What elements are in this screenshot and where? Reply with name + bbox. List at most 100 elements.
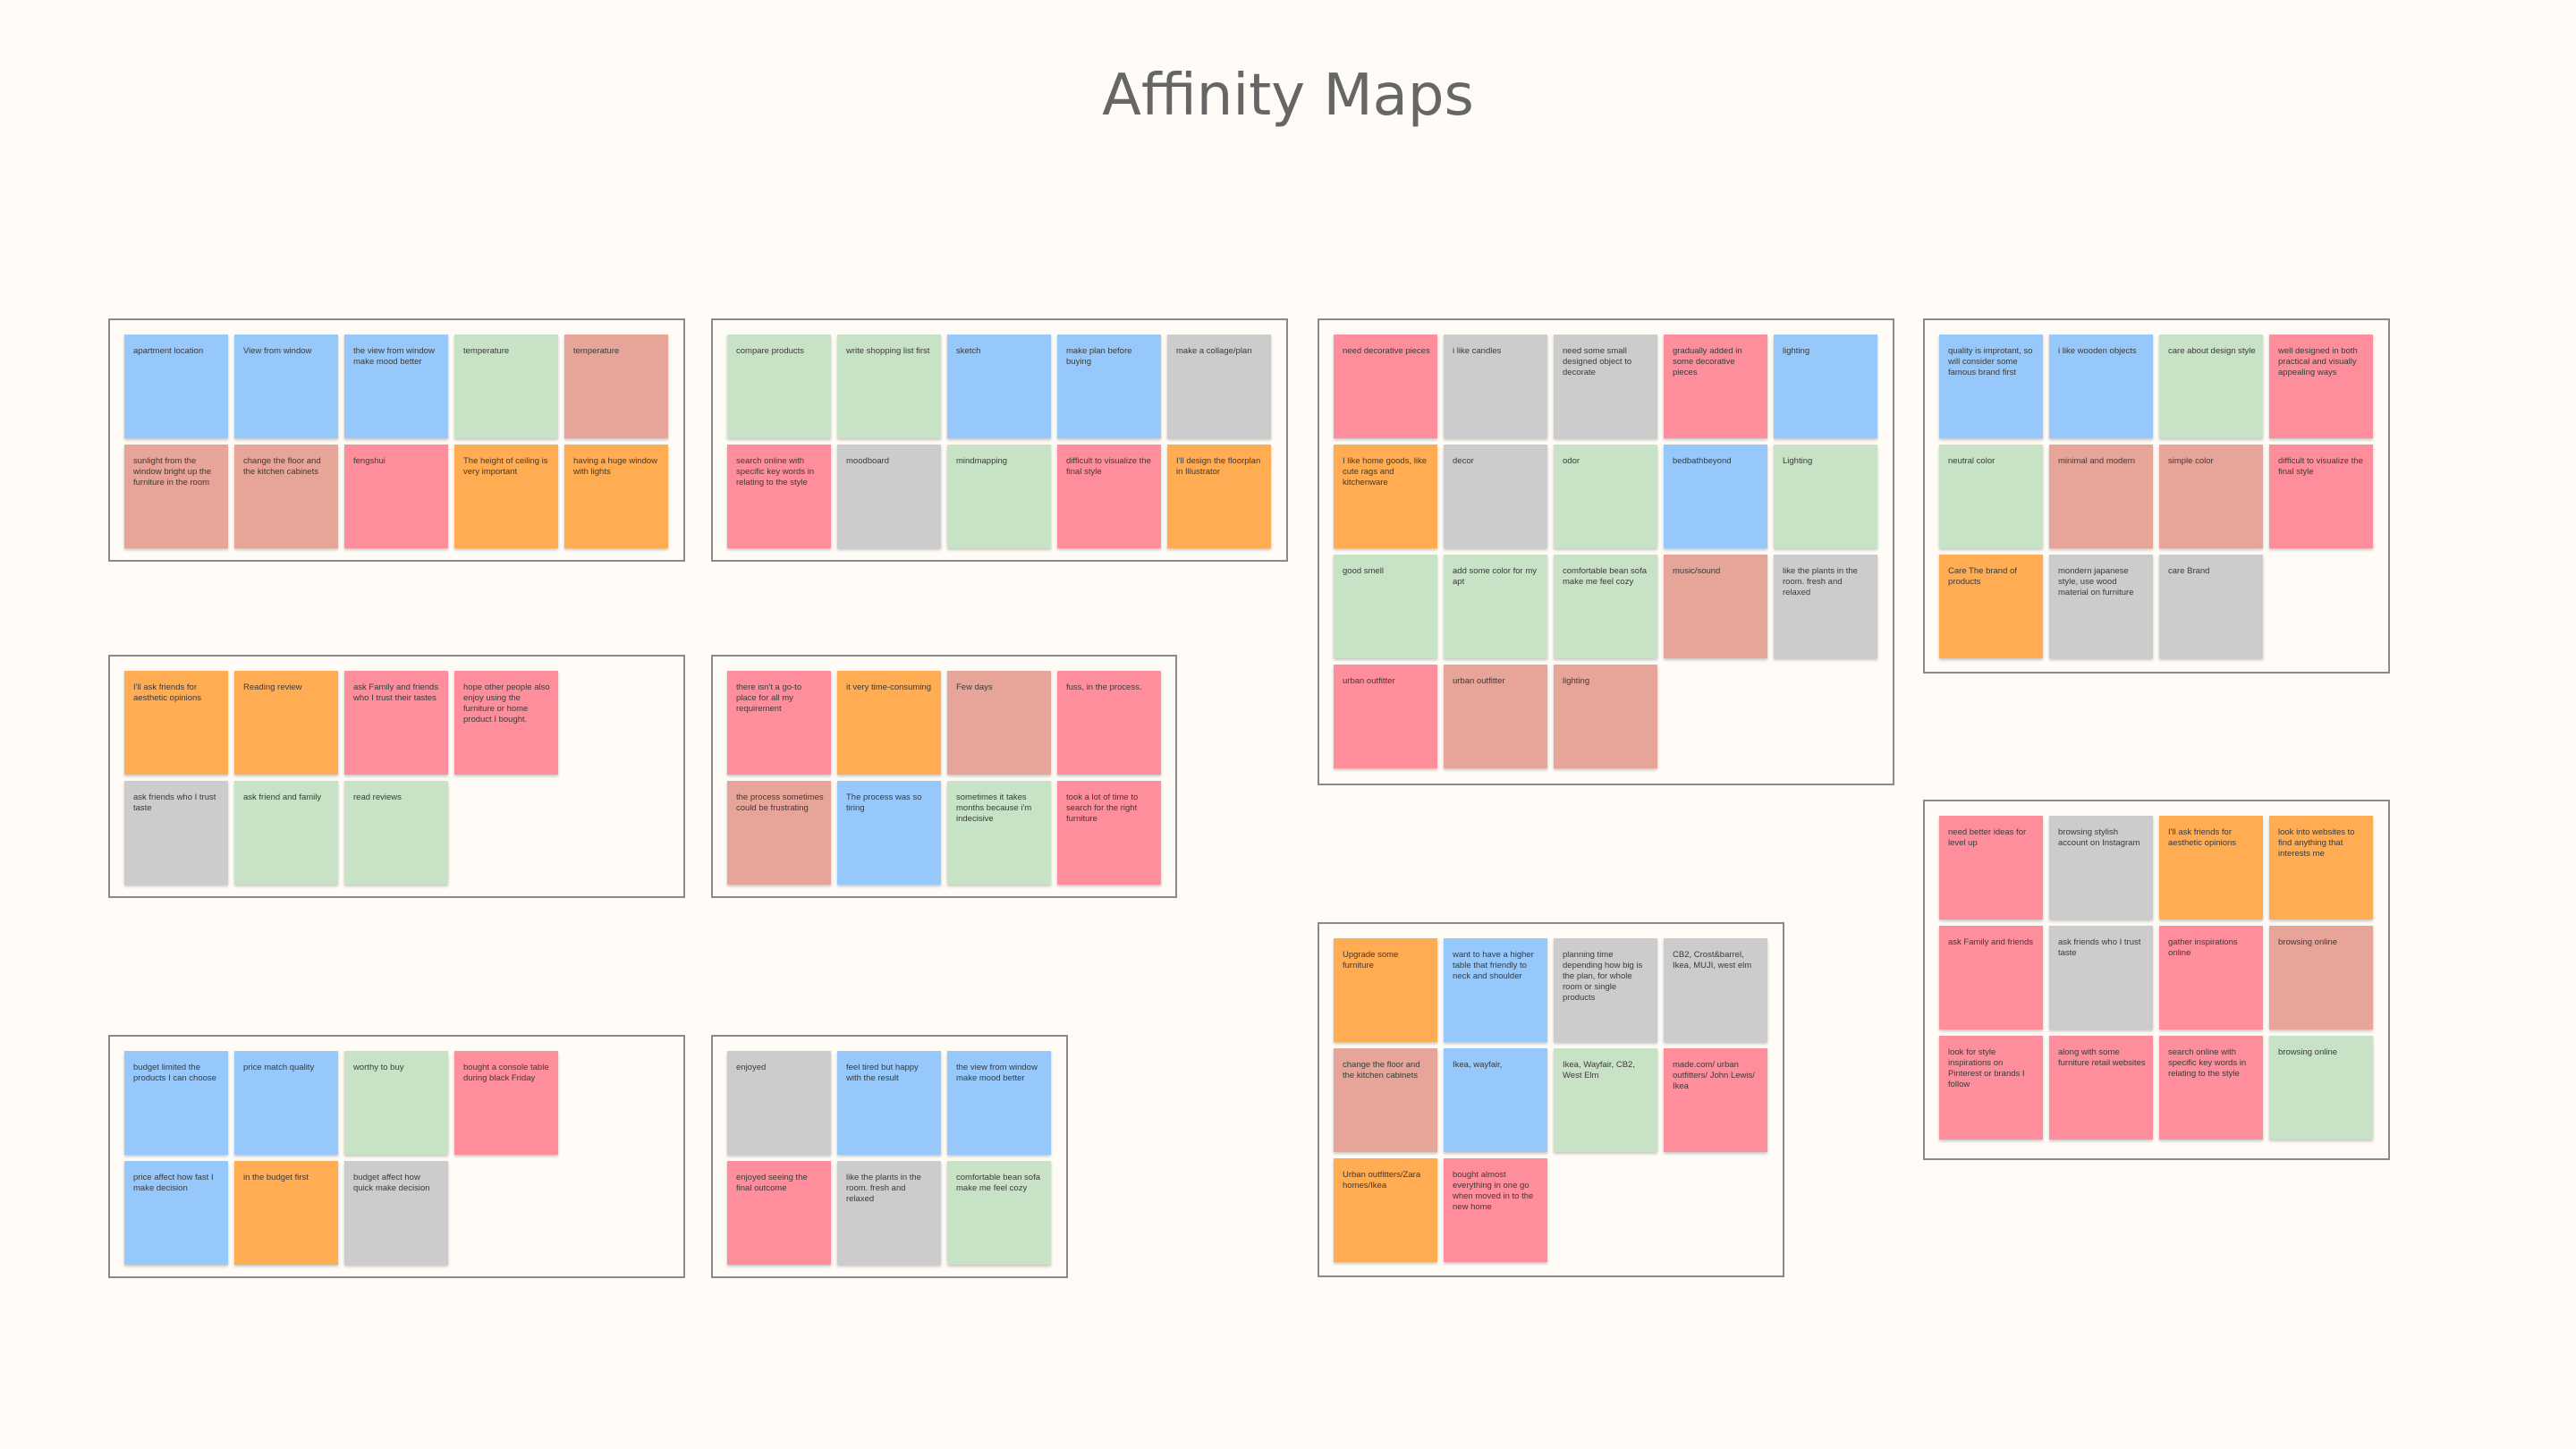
sticky-note[interactable]: urban outfitter <box>1444 665 1547 768</box>
sticky-note[interactable]: ask Family and friends who I trust their… <box>344 671 448 775</box>
sticky-note[interactable]: there isn't a go-to place for all my req… <box>727 671 831 775</box>
sticky-note[interactable]: simple color <box>2159 445 2263 548</box>
sticky-note[interactable]: good smell <box>1334 555 1437 658</box>
sticky-note[interactable]: CB2, Crost&barrel, Ikea, MUJI, west elm <box>1664 938 1767 1042</box>
sticky-note[interactable]: price affect how fast I make decision <box>124 1161 228 1265</box>
sticky-note[interactable]: gradually added in some decorative piece… <box>1664 335 1767 438</box>
sticky-note[interactable]: moodboard <box>837 445 941 548</box>
sticky-note[interactable]: lighting <box>1774 335 1877 438</box>
sticky-note[interactable]: need decorative pieces <box>1334 335 1437 438</box>
sticky-note[interactable]: Reading review <box>234 671 338 775</box>
sticky-note[interactable]: search online with specific key words in… <box>727 445 831 548</box>
sticky-note[interactable]: look for style inspirations on Pinterest… <box>1939 1036 2043 1140</box>
sticky-note[interactable]: browsing stylish account on Instagram <box>2049 816 2153 919</box>
sticky-note[interactable]: i like candles <box>1444 335 1547 438</box>
sticky-note[interactable]: the view from window make mood better <box>344 335 448 438</box>
sticky-note[interactable]: difficult to visualize the final style <box>2269 445 2373 548</box>
sticky-note[interactable]: bought almost everything in one go when … <box>1444 1158 1547 1262</box>
sticky-note[interactable]: The height of ceiling is very important <box>454 445 558 548</box>
sticky-note[interactable]: difficult to visualize the final style <box>1057 445 1161 548</box>
sticky-note[interactable]: planning time depending how big is the p… <box>1554 938 1657 1042</box>
sticky-note[interactable]: like the plants in the room. fresh and r… <box>1774 555 1877 658</box>
sticky-note[interactable]: Upgrade some furniture <box>1334 938 1437 1042</box>
sticky-note[interactable]: View from window <box>234 335 338 438</box>
sticky-note[interactable]: change the floor and the kitchen cabinet… <box>1334 1048 1437 1152</box>
sticky-note[interactable]: budget limited the products I can choose <box>124 1051 228 1155</box>
sticky-note[interactable]: the process sometimes could be frustrati… <box>727 781 831 885</box>
sticky-note[interactable]: apartment location <box>124 335 228 438</box>
sticky-note[interactable]: write shopping list first <box>837 335 941 438</box>
sticky-note[interactable]: price match quality <box>234 1051 338 1155</box>
sticky-note[interactable]: well designed in both practical and visu… <box>2269 335 2373 438</box>
sticky-note[interactable]: read reviews <box>344 781 448 885</box>
sticky-note[interactable]: decor <box>1444 445 1547 548</box>
sticky-note[interactable]: sketch <box>947 335 1051 438</box>
sticky-note[interactable]: Care The brand of products <box>1939 555 2043 658</box>
sticky-note[interactable]: it very time-consuming <box>837 671 941 775</box>
sticky-note[interactable]: mindmapping <box>947 445 1051 548</box>
sticky-note[interactable]: I like home goods, like cute rags and ki… <box>1334 445 1437 548</box>
sticky-note[interactable]: ask friends who I trust taste <box>124 781 228 885</box>
sticky-note[interactable]: Few days <box>947 671 1051 775</box>
sticky-note[interactable]: need better ideas for level up <box>1939 816 2043 919</box>
sticky-note[interactable]: fuss, in the process. <box>1057 671 1161 775</box>
sticky-note[interactable]: ask friends who I trust taste <box>2049 926 2153 1030</box>
sticky-note[interactable]: in the budget first <box>234 1161 338 1265</box>
sticky-note[interactable]: quality is improtant, so will consider s… <box>1939 335 2043 438</box>
sticky-note[interactable]: ask Family and friends <box>1939 926 2043 1030</box>
sticky-note[interactable]: comfortable bean sofa make me feel cozy <box>1554 555 1657 658</box>
sticky-note[interactable]: I'll design the floorplan in Illustrator <box>1167 445 1271 548</box>
sticky-note[interactable]: sunlight from the window bright up the f… <box>124 445 228 548</box>
sticky-note[interactable]: urban outfitter <box>1334 665 1437 768</box>
sticky-note[interactable]: I'll ask friends for aesthetic opinions <box>2159 816 2263 919</box>
sticky-note[interactable]: Urban outfitters/Zara homes/Ikea <box>1334 1158 1437 1262</box>
sticky-note[interactable]: look into websites to find anything that… <box>2269 816 2373 919</box>
sticky-note[interactable]: neutral color <box>1939 445 2043 548</box>
sticky-note[interactable]: care about design style <box>2159 335 2263 438</box>
sticky-note[interactable]: change the floor and the kitchen cabinet… <box>234 445 338 548</box>
sticky-note[interactable]: browsing online <box>2269 1036 2373 1140</box>
sticky-note[interactable]: along with some furniture retail website… <box>2049 1036 2153 1140</box>
sticky-note[interactable]: lighting <box>1554 665 1657 768</box>
sticky-note[interactable]: make a collage/plan <box>1167 335 1271 438</box>
sticky-note[interactable]: Lighting <box>1774 445 1877 548</box>
sticky-note[interactable]: odor <box>1554 445 1657 548</box>
sticky-note[interactable]: Ikea, wayfair, <box>1444 1048 1547 1152</box>
sticky-note[interactable]: I'll ask friends for aesthetic opinions <box>124 671 228 775</box>
sticky-note[interactable]: like the plants in the room. fresh and r… <box>837 1161 941 1265</box>
sticky-note[interactable]: bought a console table during black Frid… <box>454 1051 558 1155</box>
sticky-note[interactable]: need some small designed object to decor… <box>1554 335 1657 438</box>
sticky-note[interactable]: mondern japanese style, use wood materia… <box>2049 555 2153 658</box>
sticky-note[interactable]: make plan before buying <box>1057 335 1161 438</box>
sticky-note[interactable]: budget affect how quick make decision <box>344 1161 448 1265</box>
sticky-note[interactable]: gather inspirations online <box>2159 926 2263 1030</box>
sticky-note[interactable]: the view from window make mood better <box>947 1051 1051 1155</box>
sticky-note[interactable]: took a lot of time to search for the rig… <box>1057 781 1161 885</box>
sticky-note[interactable]: minimal and modern <box>2049 445 2153 548</box>
sticky-note[interactable]: music/sound <box>1664 555 1767 658</box>
sticky-note[interactable]: i like wooden objects <box>2049 335 2153 438</box>
sticky-note[interactable]: bedbathbeyond <box>1664 445 1767 548</box>
sticky-note[interactable]: temperature <box>564 335 668 438</box>
sticky-note[interactable]: ask friend and family <box>234 781 338 885</box>
sticky-note[interactable]: want to have a higher table that friendl… <box>1444 938 1547 1042</box>
sticky-note[interactable]: compare products <box>727 335 831 438</box>
sticky-note[interactable]: The process was so tiring <box>837 781 941 885</box>
sticky-note[interactable]: fengshui <box>344 445 448 548</box>
sticky-note[interactable]: Ikea, Wayfair, CB2, West Elm <box>1554 1048 1657 1152</box>
sticky-note[interactable]: browsing online <box>2269 926 2373 1030</box>
sticky-note[interactable]: made.com/ urban outfitters/ John Lewis/ … <box>1664 1048 1767 1152</box>
sticky-note[interactable]: search online with specific key words in… <box>2159 1036 2263 1140</box>
sticky-note[interactable]: worthy to buy <box>344 1051 448 1155</box>
sticky-note[interactable]: enjoyed seeing the final outcome <box>727 1161 831 1265</box>
sticky-note[interactable]: sometimes it takes months because i'm in… <box>947 781 1051 885</box>
sticky-note[interactable]: having a huge window with lights <box>564 445 668 548</box>
sticky-note[interactable]: enjoyed <box>727 1051 831 1155</box>
sticky-note[interactable]: comfortable bean sofa make me feel cozy <box>947 1161 1051 1265</box>
sticky-note[interactable]: add some color for my apt <box>1444 555 1547 658</box>
sticky-note[interactable]: care Brand <box>2159 555 2263 658</box>
page-title: Affinity Maps <box>1102 63 1474 129</box>
sticky-note[interactable]: feel tired but happy with the result <box>837 1051 941 1155</box>
sticky-note[interactable]: hope other people also enjoy using the f… <box>454 671 558 775</box>
sticky-note[interactable]: temperature <box>454 335 558 438</box>
